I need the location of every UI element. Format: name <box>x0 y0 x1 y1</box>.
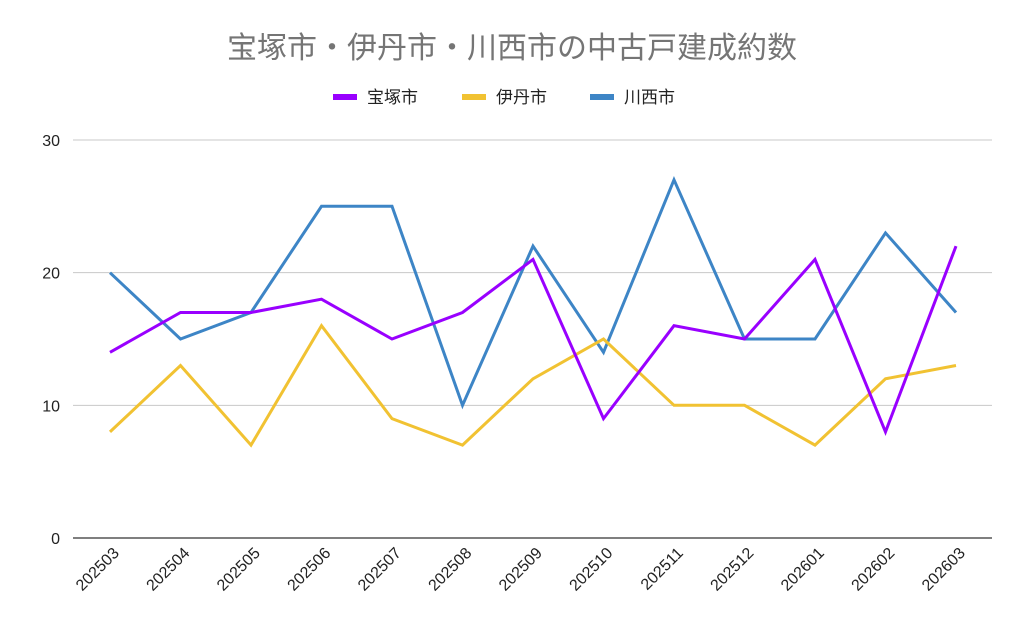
y-tick-label: 30 <box>42 133 60 150</box>
y-tick-label: 10 <box>42 398 60 415</box>
x-tick-label: 202507 <box>355 545 405 595</box>
legend: 宝塚市 伊丹市 川西市 <box>333 88 675 108</box>
series-line-1 <box>109 245 958 436</box>
legend-label: 伊丹市 <box>496 88 547 108</box>
x-tick-label: 202511 <box>638 545 687 594</box>
x-tick-label: 202505 <box>214 545 264 595</box>
x-tick-label: 202509 <box>496 545 546 595</box>
series-lines <box>108 175 958 448</box>
legend-label: 宝塚市 <box>367 88 418 108</box>
x-tick-label: 202602 <box>849 545 899 595</box>
legend-item: 川西市 <box>590 88 675 108</box>
legend-item: 伊丹市 <box>462 88 547 108</box>
y-tick-label: 0 <box>51 531 60 548</box>
x-tick-label: 202510 <box>567 545 617 595</box>
x-tick-label: 202603 <box>919 545 969 595</box>
gridlines <box>73 139 992 406</box>
x-tick-label: 202512 <box>708 545 758 595</box>
legend-item: 宝塚市 <box>333 88 418 108</box>
y-axis-ticks: 0 10 20 30 <box>42 133 60 548</box>
series-line-2 <box>108 323 957 448</box>
x-tick-label: 202503 <box>73 545 123 595</box>
x-tick-label: 202506 <box>285 545 335 595</box>
x-tick-label: 202504 <box>144 545 194 595</box>
chart-title: 宝塚市・伊丹市・川西市の中古戸建成約数 <box>227 31 797 66</box>
x-axis-ticks: 202503 202504 202505 202506 202507 202508 2025… <box>73 545 969 595</box>
y-tick-label: 20 <box>42 266 60 283</box>
x-tick-label: 202601 <box>778 545 828 595</box>
x-tick-label: 202508 <box>426 545 476 595</box>
legend-label: 川西市 <box>624 88 675 108</box>
